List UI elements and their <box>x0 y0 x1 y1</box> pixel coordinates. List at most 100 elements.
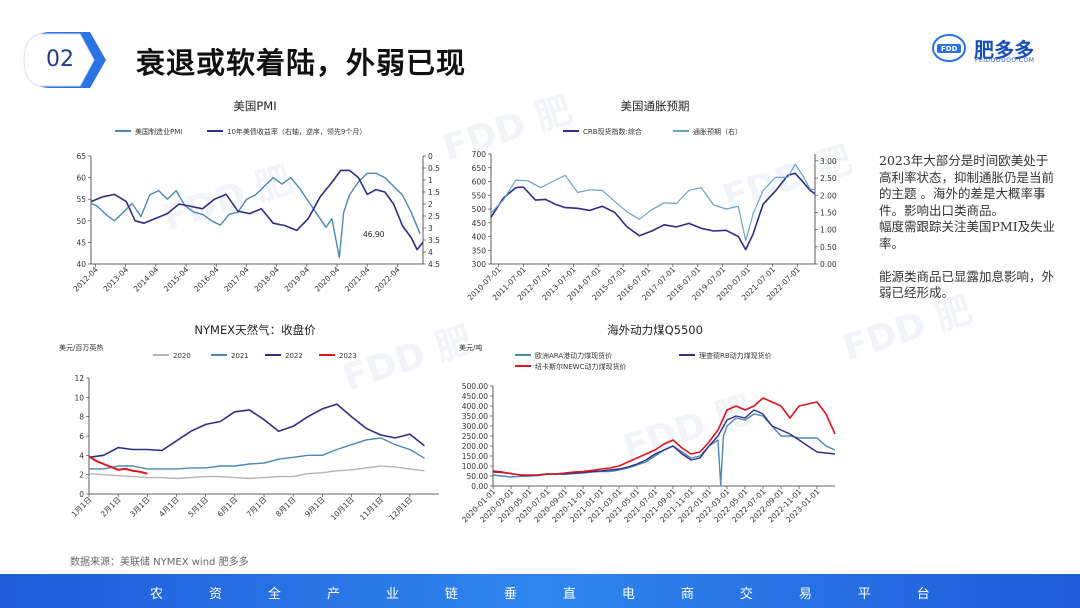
y-tick-label: 350 <box>472 246 487 255</box>
y-tick-label-right: 2.00 <box>820 191 837 200</box>
legend-label: 通胀预期（右） <box>693 127 742 136</box>
footer-char: 产 <box>326 587 340 602</box>
y-tick-label-right: 2 <box>428 200 433 209</box>
y-tick-label-right: 2.50 <box>820 174 837 183</box>
footer-char: 电 <box>621 587 635 602</box>
x-tick-label: 2021-04 <box>343 265 372 294</box>
y-tick-label: 450 <box>472 219 487 228</box>
x-tick-label: 6月1日 <box>216 495 240 519</box>
section-badge: 02 <box>20 28 106 92</box>
y-tick-label: 200.00 <box>462 442 488 451</box>
footer-char: 链 <box>444 587 458 602</box>
y-tick-label: 300.00 <box>462 422 488 431</box>
x-tick-label: 2020-04 <box>313 265 342 294</box>
section-number: 02 <box>46 47 74 72</box>
y-tick-label-right: 4 <box>428 248 433 257</box>
y-tick-label: 4 <box>79 451 84 460</box>
legend-label: 欧洲ARA港动力煤现货价 <box>535 351 612 360</box>
x-tick-label: 3月1日 <box>128 495 152 519</box>
chart-us-pmi: 美国PMI 美国制造业PMI 10年美债收益率（右轴，逆序，领先9个月） 40 45 50… <box>55 96 455 306</box>
chart-annotation: 46.90 <box>363 230 385 239</box>
footer-char: 资 <box>208 587 222 602</box>
legend-label: 2021 <box>231 352 249 360</box>
y-tick-label: 100.00 <box>462 462 488 471</box>
section-badge-shape <box>23 32 106 88</box>
legend-label: 2022 <box>285 352 303 360</box>
y-tick-label-right: 0.00 <box>820 260 837 269</box>
footer-char: 农 <box>150 587 164 602</box>
side-paragraph: 2023年大部分是时间欧美处于高利率状态，抑制通胀仍是当前的主题 。海外的差是大… <box>879 153 1055 218</box>
series-line <box>90 172 421 259</box>
x-tick-label: 10月1日 <box>329 495 356 522</box>
footer-char: 全 <box>267 587 281 602</box>
y-tick-label: 300 <box>472 260 487 269</box>
y-tick-label: 50.00 <box>467 472 489 481</box>
series-line <box>490 172 816 251</box>
x-tick-label: 2016-04 <box>192 265 221 294</box>
series-line <box>490 163 816 242</box>
side-commentary: 2023年大部分是时间欧美处于高利率状态，抑制通胀仍是当前的主题 。海外的差是大… <box>879 153 1059 318</box>
y-tick-label: 500 <box>472 205 487 214</box>
y-tick-label-right: 0.5 <box>428 164 440 173</box>
series-line <box>492 409 836 477</box>
x-tick-label: 9月1日 <box>303 495 327 519</box>
chart-title: 海外动力煤Q5500 <box>607 323 703 337</box>
y-tick-label-right: 0.50 <box>820 243 837 252</box>
logo-mark: FDD <box>941 45 958 53</box>
chart-svg: 美国通胀预期 CRB现货指数:综合 通胀预期（右） 300 350 400 450 500 55… <box>466 99 837 302</box>
y-tick-label-right: 3.5 <box>428 236 440 245</box>
y-tick-label-right: 1.50 <box>820 208 837 217</box>
footer-char: 台 <box>916 587 930 602</box>
x-tick-label: 2月1日 <box>99 495 123 519</box>
side-paragraph: 能源类商品已显露加息影响，外弱已经形成。 <box>879 268 1055 301</box>
x-tick-label: 2013-04 <box>102 265 131 294</box>
y-tick-label: 0.00 <box>471 482 488 491</box>
footer-char: 交 <box>739 587 753 602</box>
y-tick-label: 55 <box>76 195 86 204</box>
series-line <box>88 455 148 475</box>
y-tick-label: 12 <box>74 374 84 383</box>
side-paragraph: 幅度需跟踪关注美国PMI及失业率。 <box>879 219 1056 251</box>
y-tick-label: 400 <box>472 233 487 242</box>
y-tick-label: 650 <box>472 164 487 173</box>
page-title: 衰退或软着陆，外弱已现 <box>136 46 467 80</box>
chart-unit-label: 美元/百万英热 <box>59 343 103 352</box>
series-line <box>90 169 424 251</box>
y-tick-label: 8 <box>79 413 84 422</box>
y-tick-label: 150.00 <box>462 452 488 461</box>
y-tick-label-right: 1.00 <box>820 226 837 235</box>
x-tick-label: 2022-04 <box>373 265 402 294</box>
chart-nymex-gas: NYMEX天然气：收盘价 美元/百万英热 2020 2021 2022 2023 0 2 4 6 8… <box>55 320 455 538</box>
legend-label: 2023 <box>339 352 357 360</box>
legend-label: 理查德RB动力煤现货价 <box>699 351 772 360</box>
chart-overseas-coal: 海外动力煤Q5500 美元/吨 欧洲ARA港动力煤现货价 理查德RB动力煤现货价 纽卡斯… <box>455 320 855 538</box>
x-tick-label: 2012-04 <box>71 265 100 294</box>
x-tick-label: 2019-04 <box>283 265 312 294</box>
y-tick-label: 400.00 <box>462 402 488 411</box>
footer-slogan: 农资全产业链垂直电商交易平台 <box>150 583 930 602</box>
x-tick-label: 2018-04 <box>253 265 282 294</box>
x-tick-label: 11月1日 <box>358 495 385 522</box>
legend-label: 纽卡斯尔NEWC动力煤现货价 <box>535 362 626 371</box>
y-tick-label-right: 1.5 <box>428 188 440 197</box>
series-line <box>88 465 425 480</box>
footer-char: 垂 <box>503 587 517 602</box>
y-tick-label-right: 3.00 <box>820 157 837 166</box>
x-tick-label: 4月1日 <box>157 495 181 519</box>
legend-label: 美国制造业PMI <box>135 127 182 136</box>
chart-us-inflation: 美国通胀预期 CRB现货指数:综合 通胀预期（右） 300 350 400 450 500 55… <box>455 96 855 306</box>
chart-title: 美国PMI <box>233 99 276 113</box>
footer-char: 业 <box>385 587 399 602</box>
y-tick-label-right: 4.5 <box>428 260 440 269</box>
series-line <box>492 397 836 476</box>
y-tick-label: 60 <box>76 174 86 183</box>
y-tick-label: 600 <box>472 178 487 187</box>
x-tick-label: 7月1日 <box>245 495 269 519</box>
y-tick-label-right: 1 <box>428 176 433 185</box>
y-tick-label: 65 <box>76 152 86 161</box>
y-tick-label: 0 <box>79 490 84 499</box>
series-line <box>88 403 425 459</box>
